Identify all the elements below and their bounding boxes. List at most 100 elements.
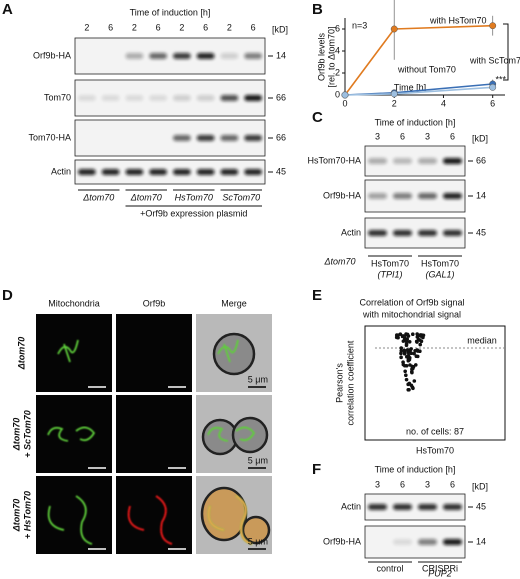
time-label: 6 — [203, 22, 208, 32]
x-tick-label: 2 — [392, 98, 397, 108]
data-point — [390, 25, 398, 33]
marker-label: 14 — [276, 50, 286, 60]
cell-dot — [419, 339, 424, 344]
band — [125, 95, 144, 101]
cell-dot — [404, 339, 409, 344]
row-label: Actin — [341, 501, 361, 511]
group-label: HsTom70 — [371, 258, 409, 268]
header: Time of induction [h] — [375, 464, 456, 474]
time-label: 6 — [400, 131, 405, 141]
mito-signal — [47, 495, 93, 545]
marker-label: 14 — [476, 190, 486, 200]
plasmid-label: +Orf9b expression plasmid — [140, 208, 247, 218]
micrograph — [116, 314, 192, 392]
cell-dot — [404, 377, 409, 382]
group-label: CRISPRi — [422, 563, 458, 573]
band — [418, 504, 437, 510]
band — [443, 158, 462, 164]
time-label: 3 — [375, 131, 380, 141]
time-label: 6 — [251, 22, 256, 32]
image-bg — [116, 395, 192, 473]
title: Correlation of Orf9b signal — [359, 297, 464, 307]
cell-dot — [415, 354, 420, 359]
cell-dot — [413, 349, 417, 353]
cell-dot — [403, 369, 407, 374]
time-label: 3 — [375, 479, 380, 489]
time-label: 3 — [425, 131, 430, 141]
micrograph: 5 μm — [196, 395, 272, 473]
marker-label: 66 — [276, 92, 286, 102]
column-header: Merge — [221, 298, 247, 308]
band — [125, 169, 144, 175]
cell-dot — [411, 332, 415, 337]
cell-dot — [408, 363, 412, 367]
group-label: (GAL1) — [425, 269, 454, 279]
annotation: n=3 — [352, 20, 367, 30]
plot-frame — [364, 325, 506, 441]
cell-count: no. of cells: 87 — [406, 426, 464, 436]
orf9b-signal — [127, 495, 173, 545]
band — [418, 193, 437, 199]
cell-dot — [396, 333, 400, 337]
x-tick-label: 4 — [441, 98, 446, 108]
cell-dot — [412, 351, 416, 356]
band — [393, 504, 412, 510]
band — [418, 230, 437, 236]
band — [443, 539, 462, 545]
band — [368, 230, 387, 236]
mito-signal — [207, 426, 256, 442]
cell-dot — [399, 351, 403, 356]
row-label: Tom70 — [44, 92, 71, 102]
scale-label: 5 μm — [248, 536, 268, 546]
micrograph: 5 μm — [196, 476, 272, 554]
cell-dot — [413, 363, 418, 367]
unit-label: [kD] — [472, 133, 488, 143]
panel-label: B — [312, 1, 323, 18]
y-axis-label: Pearson's — [334, 363, 344, 403]
mito-signal — [57, 339, 79, 363]
marker-label: 14 — [476, 536, 486, 546]
band — [149, 169, 167, 175]
cell-dot — [399, 348, 404, 353]
band — [173, 95, 191, 101]
column-header: Mitochondria — [48, 298, 100, 308]
marker-label: 45 — [476, 227, 486, 237]
cell — [212, 332, 256, 376]
band — [220, 169, 239, 175]
band — [149, 95, 167, 101]
strain-label: Δtom70 — [82, 192, 114, 202]
band — [244, 95, 262, 101]
data-point — [341, 91, 349, 99]
time-label: 2 — [84, 22, 89, 32]
group-label: PUP2 — [428, 568, 452, 578]
row-label: + HsTom70 — [22, 491, 32, 539]
band — [78, 95, 96, 101]
row-label: Δtom70 — [16, 337, 26, 371]
band — [393, 158, 412, 164]
median-label: median — [467, 335, 497, 345]
image-bg — [116, 476, 192, 554]
strain-label: Δtom70 — [323, 256, 355, 266]
row-label: Orf9b-HA — [33, 50, 71, 60]
row-label: Actin — [51, 166, 71, 176]
cell-dot — [406, 353, 411, 358]
micrograph — [36, 395, 112, 473]
band — [393, 230, 412, 236]
time-label: 6 — [400, 479, 405, 489]
y-tick-label: 0 — [335, 89, 340, 99]
column-header: Orf9b — [143, 298, 166, 308]
time-label: 3 — [425, 479, 430, 489]
time-label: 2 — [227, 22, 232, 32]
strain-label: ScTom70 — [222, 192, 260, 202]
unit-label: [kD] — [272, 24, 288, 34]
legend-entry: with ScTom70 — [469, 55, 520, 65]
panel-label: C — [312, 109, 323, 126]
band — [220, 95, 239, 101]
bracket — [503, 23, 509, 81]
row-label: Orf9b-HA — [323, 536, 361, 546]
cell-dot — [399, 355, 403, 360]
cell-dot — [418, 349, 422, 354]
cell-dot — [418, 342, 423, 347]
band — [443, 504, 462, 510]
